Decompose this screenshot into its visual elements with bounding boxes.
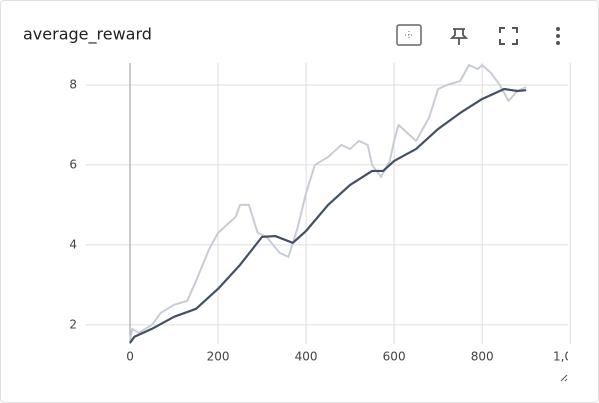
y-tick-label: 6 <box>69 157 77 171</box>
y-tick-label: 8 <box>69 77 77 91</box>
x-tick-label: 800 <box>471 350 494 364</box>
resize-handle[interactable] <box>560 374 568 382</box>
menu-icon[interactable] <box>556 27 560 45</box>
x-tick-label: 600 <box>383 350 406 364</box>
x-tick-label: 1,000 <box>553 350 587 364</box>
chart-title: average_reward <box>23 25 152 45</box>
y-tick-label: 4 <box>69 237 77 251</box>
data-line <box>129 63 527 341</box>
x-tick-label: 400 <box>295 350 318 364</box>
data-line <box>129 87 527 344</box>
x-tick-label: 200 <box>207 350 230 364</box>
y-tick-label: 2 <box>69 317 77 331</box>
fullscreen-icon[interactable] <box>499 27 518 45</box>
pin-icon[interactable] <box>449 28 469 45</box>
x-tick-label: 0 <box>126 350 134 364</box>
x-tick-labels: 0 200 400 600 800 1,000 <box>126 350 587 364</box>
fit-icon[interactable] <box>396 24 422 46</box>
